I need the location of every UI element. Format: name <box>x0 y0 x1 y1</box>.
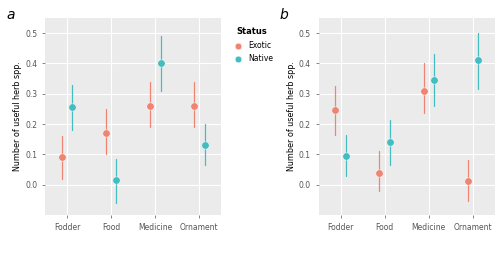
Point <box>102 131 110 135</box>
Y-axis label: Number of useful herb spp.: Number of useful herb spp. <box>14 61 22 172</box>
Text: b: b <box>280 8 288 22</box>
Point <box>112 178 120 182</box>
Y-axis label: Number of useful herb spp.: Number of useful herb spp. <box>287 61 296 172</box>
Point <box>376 170 384 175</box>
Point <box>464 179 471 183</box>
Point <box>386 140 394 144</box>
Point <box>342 154 350 158</box>
Point <box>58 155 66 159</box>
Point <box>474 58 482 62</box>
Point <box>420 89 428 93</box>
Point <box>430 78 438 82</box>
Point <box>156 61 164 66</box>
Point <box>200 143 208 147</box>
Text: a: a <box>6 8 14 22</box>
Point <box>68 105 76 109</box>
Point <box>332 108 340 112</box>
Point <box>146 104 154 108</box>
Point <box>190 104 198 108</box>
Legend: Exotic, Native: Exotic, Native <box>229 26 275 65</box>
